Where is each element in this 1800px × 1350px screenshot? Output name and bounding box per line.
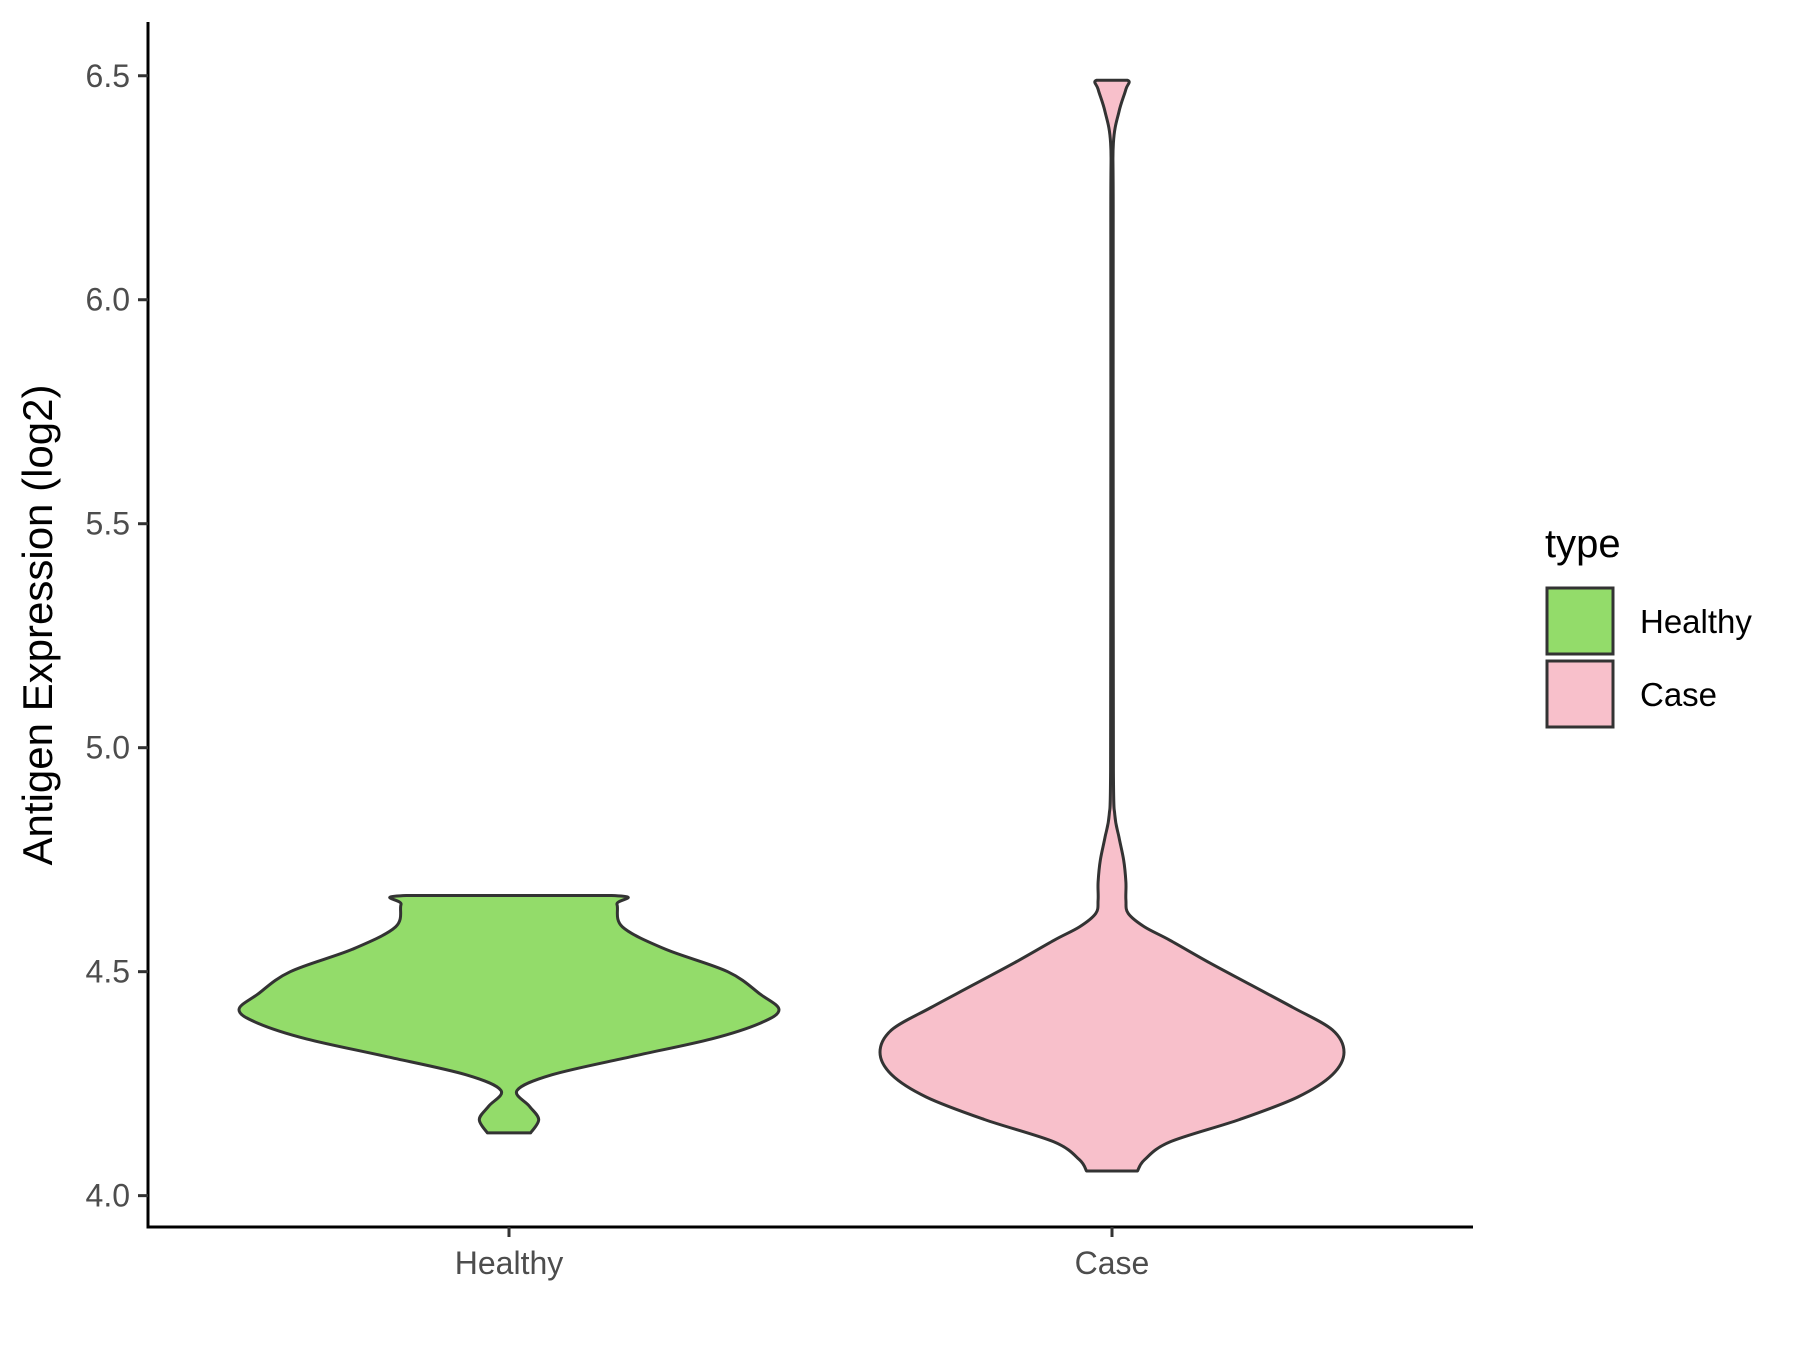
x-ticks: Healthy Case	[455, 1227, 1150, 1281]
y-tick-label: 6.5	[86, 58, 130, 94]
legend-label-healthy: Healthy	[1640, 603, 1752, 640]
axes: 4.0 4.5 5.0 5.5 6.0 6.5 Healthy Case	[86, 22, 1473, 1281]
x-tick-label: Healthy	[455, 1245, 564, 1281]
legend: type Healthy Case	[1545, 522, 1752, 729]
y-tick-label: 6.0	[86, 282, 130, 318]
legend-swatch-case	[1545, 659, 1615, 729]
y-tick-label: 4.5	[86, 954, 130, 990]
x-tick-label: Case	[1075, 1245, 1150, 1281]
violin-layer	[237, 78, 1346, 1173]
y-tick-label: 5.5	[86, 506, 130, 542]
violin-case	[878, 78, 1346, 1173]
y-ticks: 4.0 4.5 5.0 5.5 6.0 6.5	[86, 58, 148, 1214]
y-axis-title: Antigen Expression (log2)	[14, 385, 61, 866]
violin-healthy	[237, 894, 781, 1135]
legend-swatch-healthy	[1545, 586, 1615, 656]
y-tick-label: 5.0	[86, 730, 130, 766]
legend-items: Healthy Case	[1545, 586, 1752, 729]
legend-label-case: Case	[1640, 676, 1717, 713]
legend-title: type	[1545, 522, 1621, 566]
y-tick-label: 4.0	[86, 1178, 130, 1214]
